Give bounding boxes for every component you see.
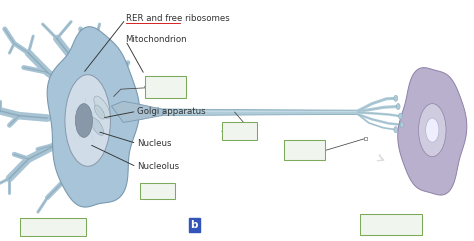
Text: Nucleolus: Nucleolus [137,162,180,171]
Ellipse shape [399,113,402,119]
Ellipse shape [94,96,110,118]
FancyBboxPatch shape [20,218,86,236]
Text: b: b [191,220,198,230]
Ellipse shape [394,127,398,133]
Ellipse shape [65,75,110,166]
Ellipse shape [91,118,104,135]
FancyBboxPatch shape [364,137,367,140]
Text: Mitochondrion: Mitochondrion [126,35,187,44]
FancyBboxPatch shape [222,122,257,140]
Ellipse shape [396,104,400,109]
Text: Nucleus: Nucleus [137,139,172,148]
Text: RER and free ribosomes: RER and free ribosomes [126,14,229,23]
FancyBboxPatch shape [140,183,175,199]
Polygon shape [398,68,467,195]
FancyBboxPatch shape [360,214,422,235]
Ellipse shape [419,104,446,157]
Ellipse shape [426,118,439,142]
Polygon shape [47,27,139,207]
Ellipse shape [75,104,92,137]
Ellipse shape [94,105,105,119]
Ellipse shape [394,95,398,101]
Ellipse shape [400,122,404,128]
Polygon shape [161,109,358,116]
FancyBboxPatch shape [284,140,325,160]
Text: Golgi apparatus: Golgi apparatus [137,107,206,116]
Polygon shape [111,101,166,122]
FancyBboxPatch shape [145,76,186,98]
